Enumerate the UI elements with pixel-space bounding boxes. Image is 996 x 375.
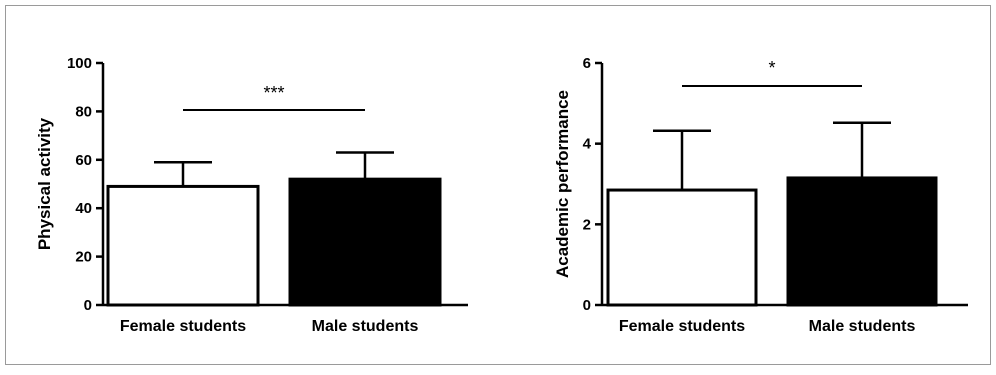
chart-panel-academic-performance: 0 2 4 6 Female students Male students Academic…: [553, 55, 968, 335]
y-tick-label-20: 20: [75, 249, 92, 266]
bar-male-students: [786, 176, 938, 307]
y-axis-title: Physical activity: [35, 117, 54, 250]
y-tick-label-0: 0: [583, 297, 591, 314]
y-tick-label-0: 0: [84, 297, 92, 314]
x-tick-label-female-students: Female students: [619, 318, 745, 335]
x-tick-label-male-students: Male students: [809, 318, 916, 335]
chart-panel-physical-activity: 0 20 40 60 80 100 Female students Male students…: [35, 55, 468, 335]
y-tick-label-80: 80: [75, 103, 92, 120]
y-axis-title: Academic performance: [553, 90, 572, 278]
y-tick-label-100: 100: [67, 55, 92, 72]
x-tick-label-female-students: Female students: [120, 318, 246, 335]
y-tick-label-6: 6: [583, 55, 591, 72]
significance-label: *: [768, 58, 775, 78]
bar-female-students: [106, 184, 260, 307]
significance-label: ***: [263, 83, 284, 103]
y-tick-label-4: 4: [583, 136, 592, 153]
x-tick-label-male-students: Male students: [312, 318, 419, 335]
y-tick-label-2: 2: [583, 216, 591, 233]
bar-male-students: [288, 177, 442, 307]
y-tick-label-60: 60: [75, 152, 92, 169]
bar-female-students: [606, 188, 758, 307]
y-tick-label-40: 40: [75, 200, 92, 217]
